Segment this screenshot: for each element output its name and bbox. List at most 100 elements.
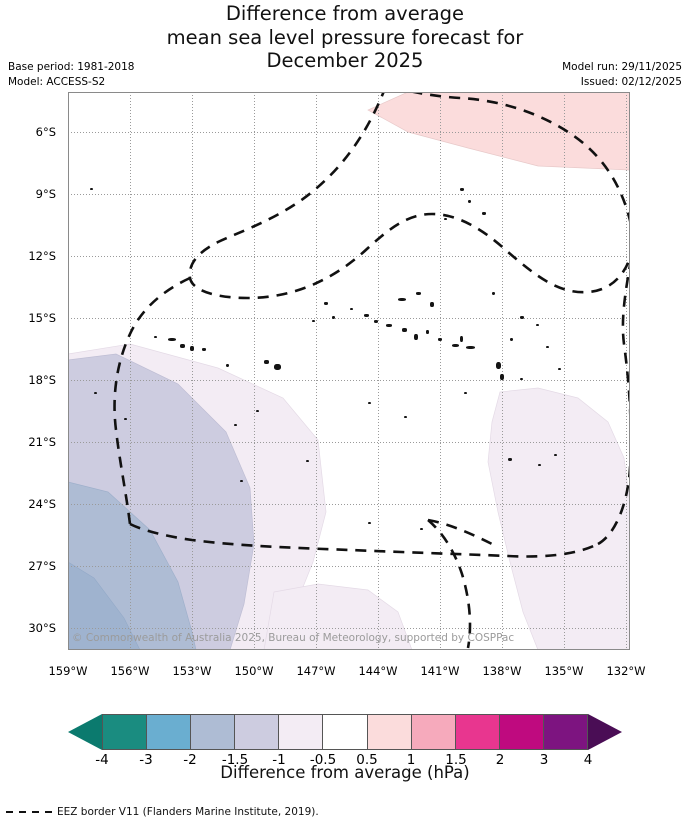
island-dot: [402, 328, 407, 332]
colorbar-segment: [191, 715, 236, 749]
colorbar-tick-label: -3: [139, 752, 153, 768]
island-dot: [460, 336, 463, 342]
y-tick-label: 15°S: [28, 311, 56, 325]
gridline-vertical: [502, 92, 503, 650]
colorbar: -4 -3 -2 -1.5 -1 -0.5 0.5 1 1.5 2 3 4: [68, 714, 622, 768]
colorbar-cap-low: [68, 714, 102, 750]
island-dot: [168, 338, 176, 341]
eez-border-line: [129, 522, 599, 558]
y-tick-label: 24°S: [28, 497, 56, 511]
x-tick-label: 144°W: [358, 664, 398, 678]
island-dot: [264, 360, 269, 364]
island-dot: [332, 316, 335, 319]
map-plot: © Commonwealth of Australia 2025, Bureau…: [68, 92, 630, 650]
gridline-vertical: [564, 92, 565, 650]
island-dot: [398, 298, 406, 301]
gridline-vertical: [626, 92, 627, 650]
colorbar-tick-label: -1.5: [221, 752, 249, 768]
y-tick-label: 30°S: [28, 621, 56, 635]
y-tick-label: 27°S: [28, 559, 56, 573]
island-dot: [438, 338, 442, 341]
eez-border-line: [113, 276, 191, 525]
colorbar-segment: [147, 715, 192, 749]
island-dot: [350, 308, 353, 310]
gridline-horizontal: [68, 380, 630, 381]
island-dot: [234, 424, 237, 426]
island-dot: [240, 480, 243, 482]
gridline-horizontal: [68, 194, 630, 195]
title-line-2: mean sea level pressure forecast for: [166, 25, 524, 49]
eez-border-line: [597, 257, 630, 546]
y-tick-label: 12°S: [28, 249, 56, 263]
island-dot: [202, 348, 206, 351]
colorbar-segment: [279, 715, 324, 749]
dashed-line-icon: [6, 811, 52, 813]
eez-border-line: [188, 92, 630, 300]
island-dot: [306, 460, 309, 462]
island-dot: [510, 338, 513, 341]
island-dot: [538, 464, 541, 466]
region-east-slight-negative: [487, 387, 630, 650]
island-dot: [500, 374, 504, 380]
island-dot: [452, 344, 459, 347]
y-tick-label: 18°S: [28, 373, 56, 387]
island-dot: [464, 392, 467, 394]
x-tick-label: 153°W: [172, 664, 212, 678]
island-dot: [508, 458, 512, 461]
island-dot: [90, 188, 93, 190]
colorbar-cap-high: [588, 714, 622, 750]
copyright-credit: © Commonwealth of Australia 2025, Bureau…: [72, 632, 515, 644]
footer-legend: EEZ border V11 (Flanders Marine Institut…: [6, 806, 319, 818]
colorbar-tick-label: 4: [583, 752, 593, 768]
model-label: Model: ACCESS-S2: [8, 76, 106, 88]
y-tick-label: 21°S: [28, 435, 56, 449]
colorbar-tick-label: -4: [95, 752, 109, 768]
island-dot: [312, 320, 315, 322]
x-tick-label: 150°W: [234, 664, 274, 678]
gridline-horizontal: [68, 442, 630, 443]
island-dot: [426, 330, 429, 334]
island-dot: [386, 324, 392, 327]
base-period-label: Base period: 1981-2018: [8, 61, 135, 73]
island-dot: [520, 378, 523, 380]
gridline-horizontal: [68, 504, 630, 505]
island-dot: [374, 320, 378, 323]
colorbar-segments: [102, 714, 588, 750]
title-line-1: Difference from average: [225, 2, 465, 25]
island-dot: [492, 292, 495, 295]
island-dot: [364, 314, 369, 317]
gridline-vertical: [316, 92, 317, 650]
island-dot: [274, 364, 281, 370]
island-dot: [444, 218, 447, 220]
colorbar-segment: [367, 715, 412, 749]
island-dot: [124, 418, 127, 420]
gridline-vertical: [192, 92, 193, 650]
colorbar-tick-label: 1.5: [445, 752, 467, 768]
issued-label: Issued: 02/12/2025: [580, 76, 682, 88]
island-dot: [466, 346, 475, 349]
colorbar-tick-label: 1: [406, 752, 416, 768]
colorbar-tick-label: -2: [183, 752, 197, 768]
island-dot: [520, 316, 524, 319]
island-dot: [468, 200, 471, 203]
title-line-3: December 2025: [266, 49, 424, 72]
region-south-slight-negative: [263, 583, 413, 650]
eez-border-layer: [113, 92, 630, 649]
x-tick-label: 141°W: [420, 664, 460, 678]
colorbar-segment: [235, 715, 280, 749]
island-dot: [190, 346, 194, 351]
gridline-vertical: [378, 92, 379, 650]
island-dot: [546, 346, 549, 348]
island-dot: [414, 334, 418, 340]
x-tick-label: 135°W: [544, 664, 584, 678]
island-dot: [368, 402, 371, 404]
x-tick-label: 147°W: [296, 664, 336, 678]
gridline-horizontal: [68, 566, 630, 567]
gridline-vertical: [440, 92, 441, 650]
x-tick-label: 132°W: [606, 664, 646, 678]
island-dot: [496, 362, 501, 369]
metadata-right: Model run: 29/11/2025 Issued: 02/12/2025: [562, 60, 682, 90]
island-dot: [554, 454, 557, 456]
eez-border-line: [407, 92, 461, 100]
gridline-horizontal: [68, 628, 630, 629]
